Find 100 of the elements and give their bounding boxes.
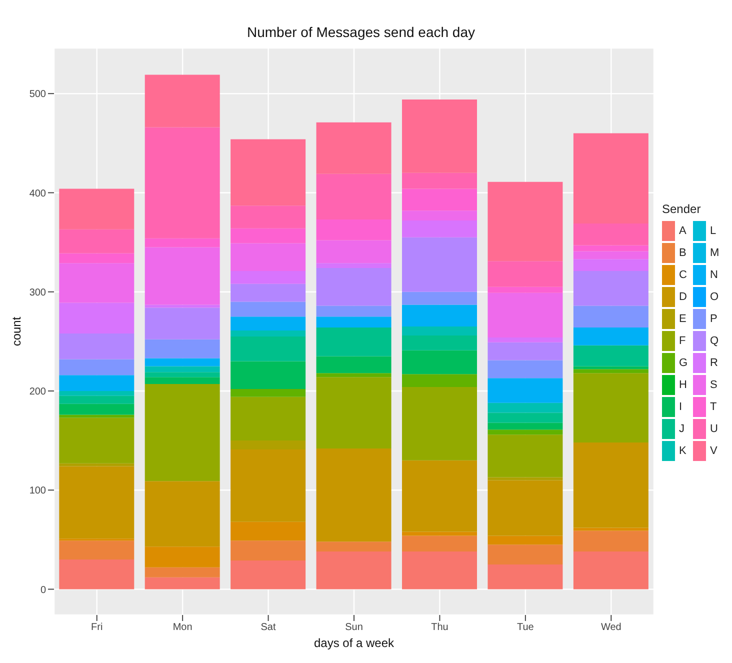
bar	[316, 219, 392, 240]
bar	[230, 540, 306, 560]
x-tick-label: Thu	[431, 622, 448, 634]
bar	[488, 378, 563, 403]
bar	[488, 342, 563, 360]
x-tick-label: Tue	[516, 622, 534, 634]
legend-label: S	[710, 378, 718, 390]
y-tick-label: 200	[29, 386, 46, 398]
bar	[573, 245, 648, 252]
x-axis-title: days of a week	[314, 636, 396, 650]
bar	[316, 268, 392, 306]
bar	[402, 292, 477, 305]
bar	[59, 359, 134, 376]
bar	[59, 302, 134, 334]
bar	[144, 377, 220, 384]
bar	[230, 243, 306, 272]
bar	[402, 220, 477, 238]
legend-label: J	[679, 422, 686, 434]
bar	[144, 567, 220, 578]
bar	[230, 139, 306, 206]
bar	[144, 308, 220, 340]
bar	[144, 247, 220, 305]
bar	[402, 532, 477, 536]
bar	[488, 434, 563, 478]
legend-label: P	[710, 312, 718, 324]
bar	[573, 442, 648, 528]
bar	[316, 240, 392, 264]
bar	[488, 292, 563, 338]
bar	[144, 384, 220, 482]
bar	[316, 356, 392, 374]
bar	[316, 316, 392, 328]
bar	[573, 133, 648, 224]
bar	[488, 412, 563, 423]
x-tick-label: Sat	[260, 622, 276, 634]
bar	[488, 286, 563, 293]
bar	[573, 328, 648, 346]
bar	[230, 302, 306, 317]
bar	[573, 366, 648, 370]
y-tick-label: 400	[29, 188, 46, 200]
bar	[316, 328, 392, 356]
bar	[402, 304, 477, 327]
bar	[402, 100, 477, 173]
bar	[316, 448, 392, 542]
bar	[144, 358, 220, 366]
bar	[144, 238, 220, 248]
legend-label: U	[710, 422, 719, 434]
legend-label: N	[710, 268, 719, 280]
bar	[144, 304, 220, 308]
bar	[230, 206, 306, 228]
bar	[573, 259, 648, 272]
legend-label: V	[710, 444, 718, 456]
bar	[573, 552, 648, 590]
bar	[230, 361, 306, 389]
legend-label: H	[679, 378, 688, 390]
bar	[230, 330, 306, 336]
bar	[59, 375, 134, 391]
bar	[402, 326, 477, 336]
bar	[144, 339, 220, 358]
bar	[402, 536, 477, 552]
bar	[488, 477, 563, 480]
bar	[144, 481, 220, 547]
bar	[230, 560, 306, 590]
bar	[316, 373, 392, 378]
bar	[402, 552, 477, 590]
bar	[316, 306, 392, 317]
x-tick-label: Mon	[172, 622, 192, 634]
legend-label: I	[679, 400, 684, 412]
bar	[316, 542, 392, 552]
bar	[316, 377, 392, 448]
bar	[402, 350, 477, 374]
bar	[488, 480, 563, 536]
bar	[488, 564, 563, 590]
bar	[402, 374, 477, 388]
legend-label: F	[679, 334, 687, 346]
bar	[488, 402, 563, 413]
bar	[59, 188, 134, 230]
bar	[316, 263, 392, 268]
bar	[488, 422, 563, 430]
x-tick-label: Sun	[345, 622, 363, 634]
bar	[59, 418, 134, 464]
bar	[316, 552, 392, 590]
bar	[402, 188, 477, 211]
x-tick-label: Wed	[600, 622, 622, 634]
bar	[573, 306, 648, 328]
bar	[230, 336, 306, 362]
bar	[573, 369, 648, 374]
bar	[230, 284, 306, 302]
bar	[144, 366, 220, 372]
legend-label: Q	[710, 334, 720, 346]
y-tick-label: 500	[29, 89, 46, 100]
bar	[402, 172, 477, 189]
y-tick-label: 100	[29, 486, 46, 497]
bar	[230, 388, 306, 397]
bar	[59, 253, 134, 264]
bar	[316, 174, 392, 220]
bar	[230, 449, 306, 522]
bar	[316, 122, 392, 174]
bar	[144, 127, 220, 238]
bar	[230, 271, 306, 284]
y-tick-label: 0	[40, 584, 46, 596]
